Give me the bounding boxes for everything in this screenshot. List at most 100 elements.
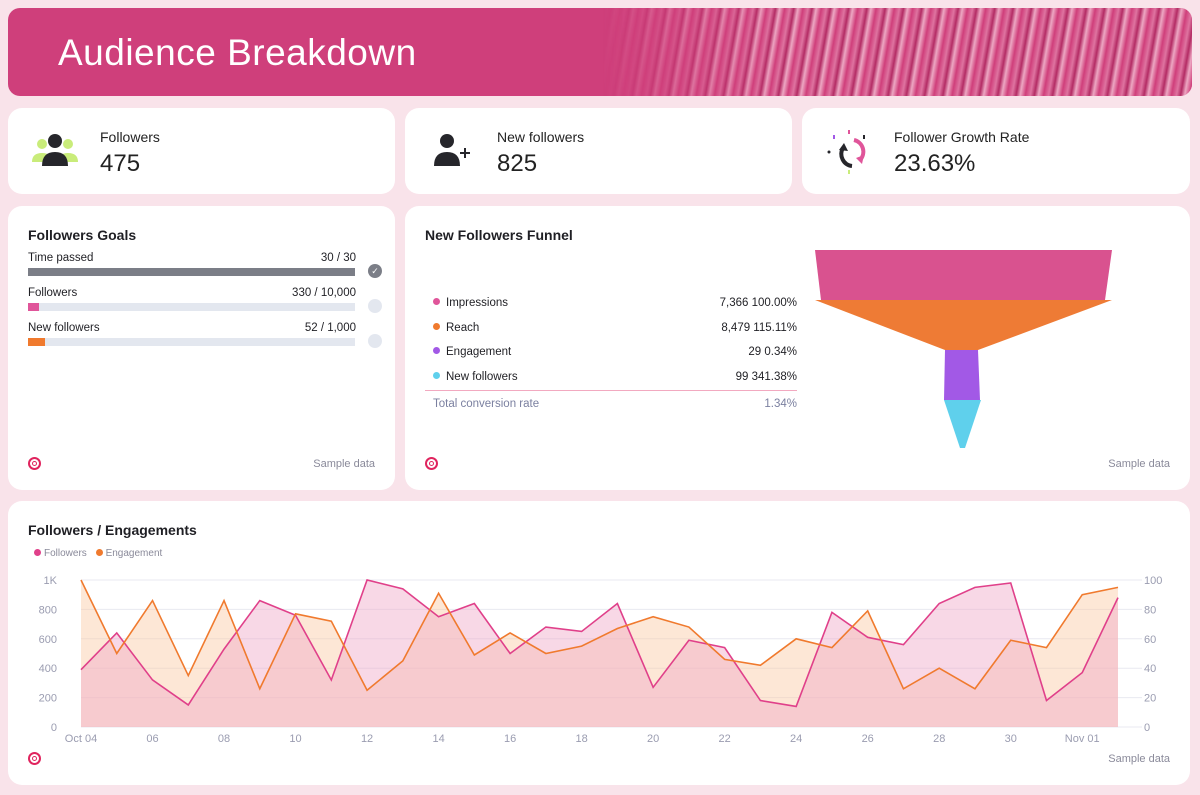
funnel-label: Impressions xyxy=(446,297,508,309)
kpi-value: 475 xyxy=(100,150,141,177)
x-tick: Nov 01 xyxy=(1065,733,1100,745)
x-tick: 16 xyxy=(504,733,516,745)
legend-dot-engagement xyxy=(95,549,103,556)
goal-value: 30 / 30 xyxy=(320,252,356,264)
kpi-label: Followers xyxy=(100,129,160,145)
header-pattern xyxy=(602,8,1192,96)
goal-progress-bar xyxy=(28,303,355,311)
line-area-chart: 0 0 200 20 400 40 600 60 800 80 1K 100 Oct 04 06 08 10 1… xyxy=(39,575,1163,745)
divider xyxy=(425,390,797,391)
funnel-stage-reach xyxy=(815,300,1112,350)
legend-followers[interactable]: Followers xyxy=(44,548,87,559)
pending-circle-icon xyxy=(368,334,382,348)
kpi-value: 825 xyxy=(497,150,538,177)
y-right-tick: 20 xyxy=(1144,693,1156,705)
goal-label: New followers xyxy=(28,322,100,334)
page-header: Audience Breakdown xyxy=(8,8,1192,96)
goal-progress-fill xyxy=(28,338,45,346)
y-left-tick: 400 xyxy=(39,663,57,675)
kpi-label: Follower Growth Rate xyxy=(894,129,1030,145)
x-tick: 24 xyxy=(790,733,802,745)
funnel-row: New followers 99 341.38% xyxy=(433,371,797,387)
followers-engagements-card: Followers / Engagements Followers Engage… xyxy=(8,501,1190,785)
x-tick: 30 xyxy=(1005,733,1017,745)
total-value: 1.34% xyxy=(764,398,797,410)
x-tick: Oct 04 xyxy=(65,733,97,745)
x-tick: 18 xyxy=(575,733,587,745)
card-title: New Followers Funnel xyxy=(425,227,573,243)
x-tick: 14 xyxy=(432,733,444,745)
funnel-stage-new-followers xyxy=(944,400,981,448)
legend-dot xyxy=(433,322,440,330)
sample-data-label: Sample data xyxy=(1108,458,1170,470)
kpi-label: New followers xyxy=(497,129,585,145)
user-plus-icon xyxy=(434,134,470,166)
funnel-value: 99 341.38% xyxy=(735,370,797,383)
y-right-tick: 100 xyxy=(1144,575,1162,587)
x-tick: 20 xyxy=(647,733,659,745)
funnel-stage-impressions xyxy=(815,250,1112,300)
goal-progress-fill xyxy=(28,268,355,276)
instagram-icon xyxy=(425,457,438,470)
legend-dot xyxy=(433,371,440,379)
kpi-growth-rate: Follower Growth Rate 23.63% xyxy=(802,108,1190,194)
funnel-value: 29 0.34% xyxy=(748,346,797,358)
y-left-tick: 600 xyxy=(39,634,57,646)
legend-dot xyxy=(433,298,440,305)
users-group-icon xyxy=(32,134,78,166)
funnel-value: 7,366 100.00% xyxy=(719,297,797,309)
funnel-row: Engagement 29 0.34% xyxy=(433,346,797,362)
y-left-tick: 0 xyxy=(51,722,57,734)
followers-line xyxy=(80,579,1119,708)
engagement-area xyxy=(81,580,1118,727)
goal-progress-bar xyxy=(28,268,355,276)
sample-data-label: Sample data xyxy=(313,458,375,470)
instagram-icon xyxy=(28,457,41,470)
goal-progress-bar xyxy=(28,338,355,346)
check-icon: ✓ xyxy=(368,264,382,278)
pending-circle-icon xyxy=(368,299,382,313)
x-tick: 28 xyxy=(933,733,945,745)
kpi-value: 23.63% xyxy=(894,150,976,177)
total-conversion-row: Total conversion rate 1.34% xyxy=(433,398,797,414)
funnel-label: Reach xyxy=(446,321,480,334)
goal-value: 52 / 1,000 xyxy=(304,322,356,334)
funnel-label: Engagement xyxy=(446,346,512,358)
funnel-row: Reach 8,479 115.11% xyxy=(433,322,797,338)
card-title: Followers / Engagements xyxy=(28,522,197,538)
y-right-tick: 80 xyxy=(1144,604,1156,616)
x-tick: 06 xyxy=(146,733,158,745)
goal-value: 330 / 10,000 xyxy=(292,287,356,299)
page-title: Audience Breakdown xyxy=(58,32,417,73)
goal-label: Followers xyxy=(28,287,78,299)
funnel-value: 8,479 115.11% xyxy=(721,321,797,334)
funnel-row: Impressions 7,366 100.00% xyxy=(433,297,797,313)
legend-engagement[interactable]: Engagement xyxy=(105,548,163,559)
y-right-tick: 40 xyxy=(1144,663,1156,675)
x-tick: 22 xyxy=(719,733,731,745)
y-right-tick: 60 xyxy=(1144,634,1156,646)
y-left-tick: 200 xyxy=(39,693,57,705)
legend-dot-followers xyxy=(34,549,41,556)
card-title: Followers Goals xyxy=(28,227,137,243)
legend-dot xyxy=(433,347,440,354)
x-tick: 26 xyxy=(862,733,874,745)
growth-cycle-icon xyxy=(827,130,866,174)
kpi-followers: Followers 475 xyxy=(8,108,395,194)
y-right-tick: 0 xyxy=(1144,722,1150,734)
engagement-line xyxy=(80,579,1119,692)
kpi-new-followers: New followers 825 xyxy=(405,108,792,194)
y-left-tick: 1K xyxy=(44,575,58,587)
x-tick: 08 xyxy=(218,733,230,745)
x-tick: 10 xyxy=(289,733,301,745)
x-tick: 12 xyxy=(361,733,373,745)
sample-data-label: Sample data xyxy=(1108,753,1170,765)
goal-progress-fill xyxy=(28,303,39,311)
y-left-tick: 800 xyxy=(39,604,57,616)
funnel-label: New followers xyxy=(446,370,518,383)
goal-label: Time passed xyxy=(28,252,94,264)
funnel-chart xyxy=(815,250,1112,448)
funnel-card: New Followers Funnel Impressions 7,366 10… xyxy=(405,206,1190,490)
instagram-icon xyxy=(28,752,41,765)
followers-area xyxy=(81,580,1118,727)
